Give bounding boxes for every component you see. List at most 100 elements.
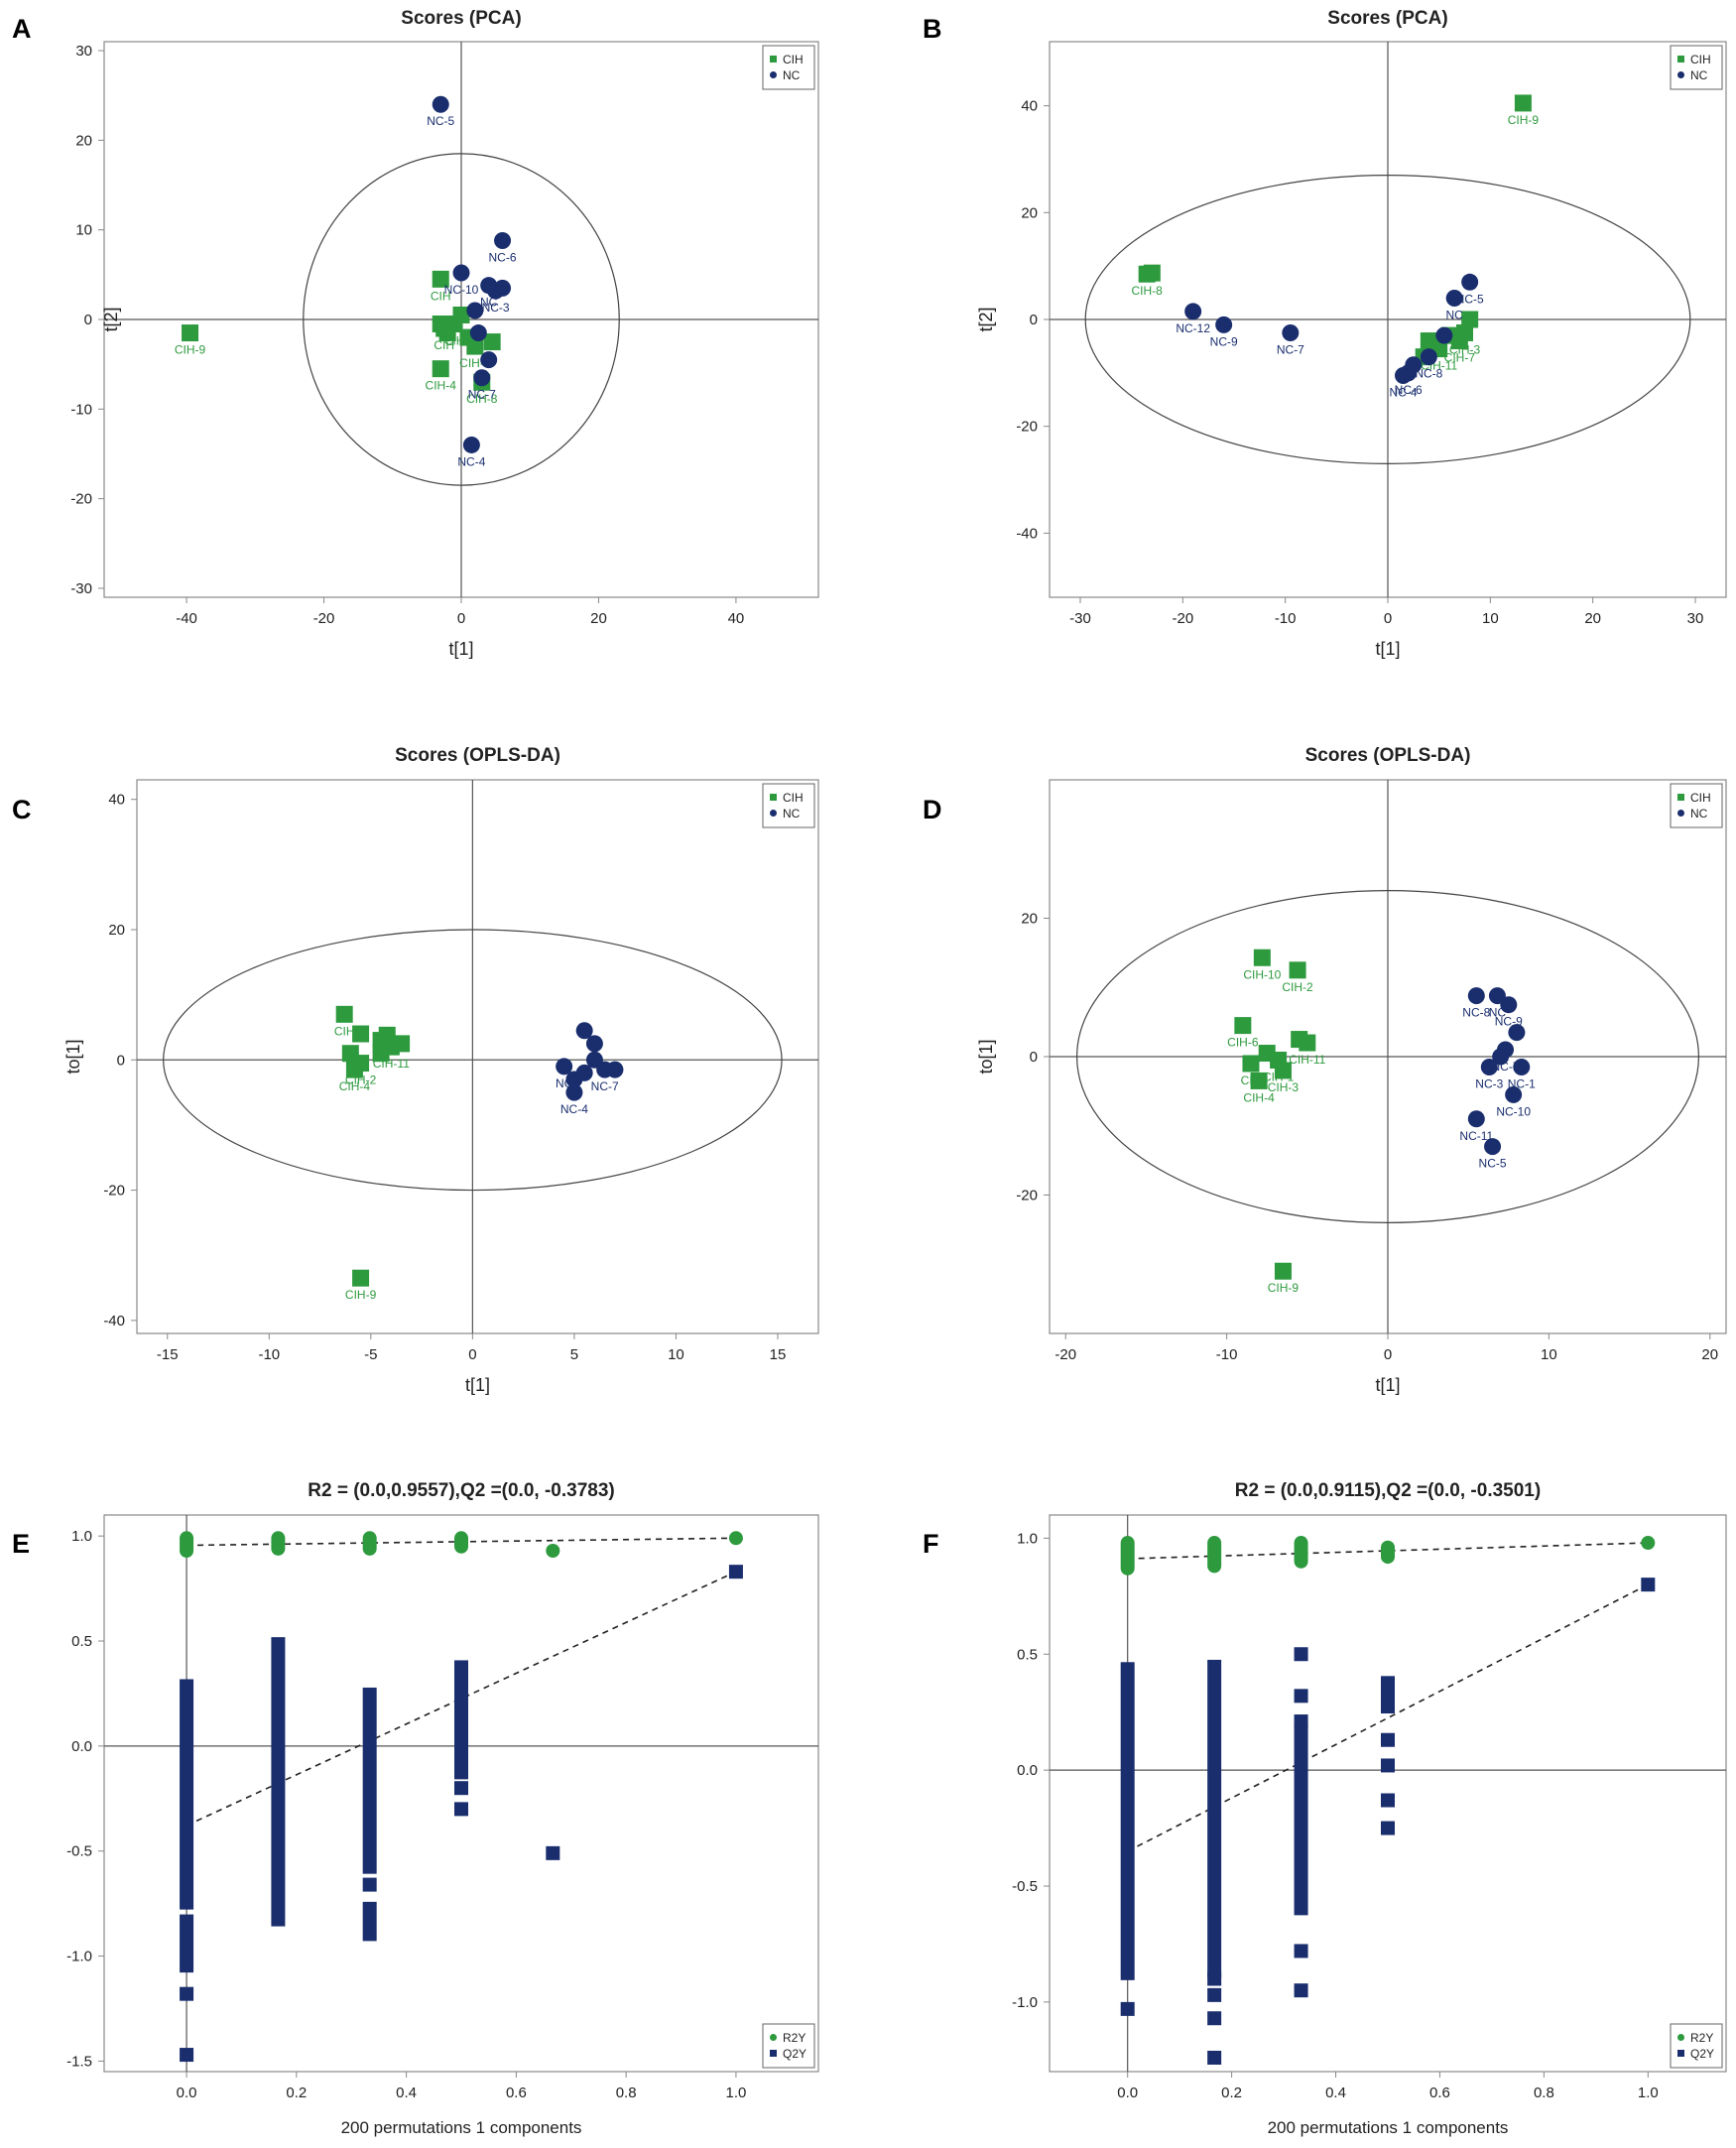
- point-label: CIH-7: [1444, 351, 1476, 365]
- stacked-points-q2y: [1207, 1659, 1222, 1978]
- legend-label: Q2Y: [783, 2047, 806, 2061]
- y-axis-label: t[2]: [976, 307, 996, 331]
- point-q2y: [1381, 1793, 1395, 1808]
- y-tick-label: -20: [103, 1183, 125, 1200]
- point-cih: [1450, 332, 1468, 350]
- y-tick-label: 10: [75, 222, 92, 239]
- stacked-points-q2y: [271, 1637, 286, 1927]
- point-cih: [1143, 264, 1161, 282]
- point-q2y: [1294, 1689, 1308, 1704]
- legend-box: [762, 2023, 815, 2069]
- point-q2y: [1294, 1944, 1308, 1958]
- y-tick-label: 20: [108, 922, 125, 939]
- x-tick-label: 30: [1687, 610, 1704, 627]
- point-q2y: [1207, 2011, 1222, 2026]
- stacked-points-q2y: [1294, 1722, 1308, 1916]
- point-q2y: [1207, 1971, 1222, 1986]
- y-tick-label: 1.0: [71, 1528, 92, 1545]
- y-tick-label: -1.5: [66, 2053, 92, 2070]
- legend-box: [1670, 2023, 1723, 2069]
- x-tick-label: -20: [1054, 1346, 1076, 1363]
- x-tick-label: 20: [590, 610, 607, 627]
- confidence-ellipse: [303, 153, 620, 486]
- stacked-points-r2y: [271, 1531, 286, 1556]
- point-nc: [1484, 1138, 1502, 1156]
- x-axis-label: 200 permutations 1 components: [1268, 2118, 1509, 2137]
- x-tick-label: 15: [770, 1346, 787, 1363]
- point-nc: [565, 1083, 583, 1101]
- y-tick-label: 1.0: [1017, 1530, 1038, 1547]
- x-tick-label: 1.0: [1638, 2085, 1659, 2101]
- legend-swatch: [1677, 794, 1684, 801]
- y-tick-label: -20: [1016, 1188, 1038, 1204]
- legend-box: [1670, 45, 1723, 90]
- x-tick-label: 0.8: [616, 2085, 637, 2101]
- y-tick-label: 0.0: [71, 1738, 92, 1755]
- point-q2y: [1207, 2050, 1222, 2065]
- regression-line-q2y: [1127, 1583, 1649, 1852]
- legend-swatch: [770, 56, 777, 63]
- x-tick-label: 0: [468, 1346, 476, 1363]
- point-label: NC-3: [1475, 1076, 1503, 1090]
- point-nc: [1505, 1085, 1523, 1103]
- x-tick-label: -20: [1172, 610, 1193, 627]
- point-nc: [466, 302, 484, 319]
- point-q2y: [1381, 1732, 1395, 1747]
- legend-swatch: [1677, 2034, 1684, 2041]
- point-label: NC-9: [1210, 334, 1238, 348]
- point-q2y: [362, 1877, 377, 1892]
- point-label: NC-10: [1496, 1104, 1531, 1118]
- y-tick-label: -40: [1016, 525, 1038, 542]
- x-tick-label: 0.6: [506, 2085, 527, 2101]
- point-nc: [432, 95, 449, 113]
- point-nc: [1215, 316, 1233, 333]
- y-tick-label: -30: [70, 580, 92, 597]
- x-tick-label: 10: [1541, 1346, 1557, 1363]
- point-label: NC-3: [482, 301, 510, 315]
- point-label: CIH-4: [1243, 1090, 1275, 1104]
- point-label: CIH-8: [1131, 284, 1163, 298]
- legend-label: CIH: [783, 53, 804, 66]
- stacked-points-q2y: [180, 1679, 194, 1910]
- y-tick-label: -1.0: [1012, 1994, 1038, 2011]
- legend-label: NC: [1690, 807, 1708, 821]
- x-tick-label: 10: [1482, 610, 1499, 627]
- point-label: CIH-8: [466, 392, 498, 406]
- point-cih: [1253, 948, 1271, 966]
- point-label: CIH-2: [1282, 980, 1313, 994]
- legend-label: NC: [783, 68, 801, 82]
- point-nc: [1488, 987, 1506, 1005]
- legend-label: NC: [783, 807, 801, 821]
- point-q2y: [454, 1781, 468, 1796]
- point-q2y: [546, 1845, 560, 1860]
- point-nc: [585, 1051, 603, 1069]
- y-axis-label: to[1]: [63, 1039, 83, 1074]
- panel-letter: C: [12, 795, 32, 824]
- point-nc: [494, 232, 512, 250]
- point-cih: [1461, 311, 1479, 328]
- point-label: CIH: [434, 338, 454, 352]
- y-tick-label: 0: [1030, 312, 1038, 328]
- panel-letter: F: [923, 1529, 939, 1559]
- x-tick-label: 0: [457, 610, 465, 627]
- confidence-ellipse: [1076, 889, 1699, 1223]
- y-tick-label: 0: [84, 312, 92, 328]
- x-tick-label: -40: [176, 610, 197, 627]
- point-nc: [1435, 326, 1453, 344]
- point-cih: [435, 319, 453, 337]
- point-label: CIH-9: [1268, 1281, 1300, 1295]
- y-tick-label: 20: [1021, 911, 1038, 928]
- confidence-ellipse: [1084, 175, 1691, 464]
- point-label: NC-8: [1415, 367, 1442, 381]
- point-cih: [378, 1026, 396, 1044]
- legend-swatch: [770, 810, 777, 817]
- point-nc: [1420, 348, 1437, 366]
- point-q2y: [1381, 1758, 1395, 1773]
- x-tick-label: 0.0: [1117, 2085, 1138, 2101]
- point-cih: [341, 1045, 359, 1063]
- point-nc: [585, 1035, 603, 1053]
- legend-swatch: [770, 71, 777, 78]
- point-nc: [1480, 1058, 1498, 1075]
- plot-frame: [103, 1514, 819, 2073]
- point-r2y: [1641, 1536, 1656, 1551]
